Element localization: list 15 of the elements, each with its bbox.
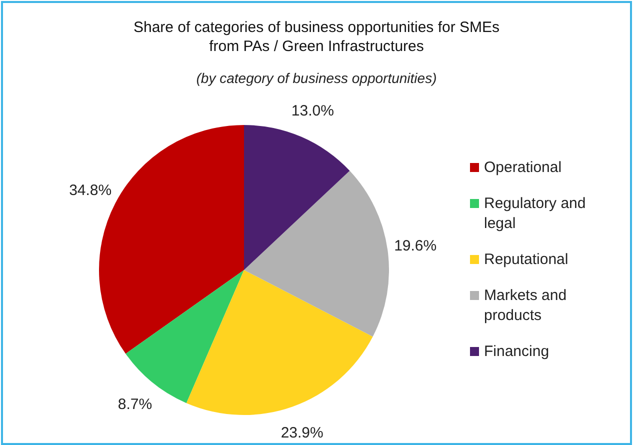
data-label: 19.6% <box>394 238 437 255</box>
chart-title: Share of categories of business opportunities for SMEs from PAs / Green Infrastructures <box>132 18 501 56</box>
legend-label: Reputational <box>484 250 568 270</box>
data-label: 23.9% <box>280 424 324 442</box>
legend-label: Regulatory and legal <box>484 194 587 234</box>
legend-label: Markets and products <box>484 286 568 326</box>
pie-slice <box>186 270 373 415</box>
legend-label: Operational <box>484 158 562 178</box>
data-label: 34.8% <box>69 182 112 199</box>
legend-label: Financing <box>484 342 550 362</box>
pie-slice <box>244 125 350 270</box>
chart-subtitle: (by category of business opportunities) <box>195 70 438 86</box>
data-label: 8.7% <box>118 396 152 413</box>
data-label: 13.0% <box>291 102 334 120</box>
pie-slice <box>244 170 389 337</box>
